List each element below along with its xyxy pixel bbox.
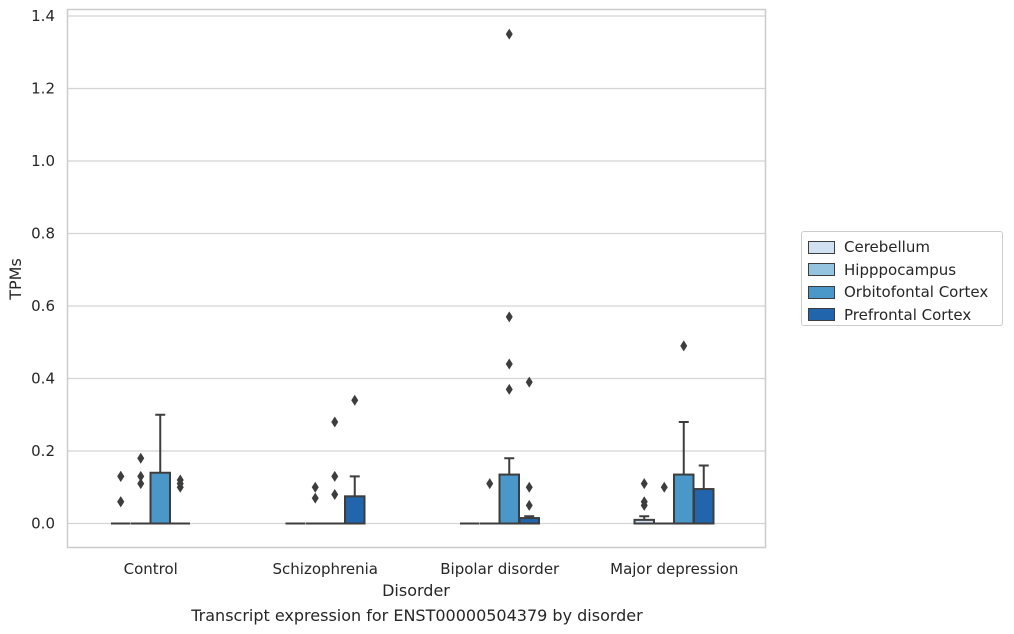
- x-axis-ticks: Control Schizophrenia Bipolar disorder Majo…: [124, 560, 739, 578]
- y-tick-label: 0.6: [31, 297, 55, 315]
- box-body: [344, 495, 366, 525]
- figure-caption: Transcript expression for ENST0000050437…: [191, 606, 643, 625]
- box-prefrontal-cortex: [170, 474, 190, 525]
- box-orbitofontal-cortex: [498, 28, 520, 525]
- outlier-point: [525, 376, 533, 388]
- chart-legend: Cerebellum Hipppocampus Orbitofontal Cor…: [801, 231, 1003, 326]
- outlier-point: [117, 496, 125, 508]
- y-tick-label: 0.8: [31, 225, 55, 243]
- x-tick-label: Bipolar disorder: [440, 560, 560, 578]
- outlier-point: [137, 478, 145, 490]
- outlier-point: [331, 489, 339, 500]
- x-axis-label: Disorder: [382, 581, 450, 600]
- box-body: [693, 488, 715, 525]
- x-tick-label: Major depression: [610, 560, 738, 578]
- outlier-point: [331, 470, 339, 482]
- box-prefrontal-cortex: [518, 376, 540, 525]
- y-tick-label: 0.0: [31, 515, 55, 533]
- legend-item: Cerebellum: [808, 236, 1002, 259]
- legend-label: Cerebellum: [844, 238, 930, 257]
- box-prefrontal-cortex: [693, 464, 715, 525]
- outlier-point: [680, 340, 688, 352]
- legend-swatch-hippocampus: [808, 263, 835, 277]
- box-hipppocampus: [131, 452, 151, 525]
- box-orbitofontal-cortex: [325, 416, 345, 525]
- legend-swatch-orbitofrontal: [808, 285, 835, 299]
- legend-label: Prefrontal Cortex: [844, 305, 972, 324]
- outlier-point: [311, 481, 319, 493]
- outlier-point: [525, 481, 533, 493]
- outlier-point: [505, 28, 513, 40]
- outlier-point: [176, 474, 184, 486]
- legend-label: Orbitofontal Cortex: [844, 283, 989, 302]
- y-tick-label: 1.0: [31, 152, 55, 170]
- box-hipppocampus: [654, 481, 674, 525]
- box-prefrontal-cortex: [344, 394, 366, 525]
- box-body: [149, 471, 171, 525]
- box-body: [498, 473, 520, 525]
- outlier-point: [486, 478, 494, 490]
- y-axis-label: TPMs: [6, 258, 25, 301]
- box-orbitofontal-cortex: [149, 413, 171, 525]
- x-tick-label: Control: [124, 560, 178, 578]
- outlier-point: [640, 496, 648, 508]
- outlier-point: [640, 478, 648, 490]
- outlier-point: [117, 470, 125, 482]
- y-tick-label: 1.2: [31, 80, 55, 98]
- box-orbitofontal-cortex: [673, 340, 695, 525]
- plot-area-frame: [66, 8, 767, 549]
- box-hipppocampus: [305, 481, 325, 525]
- outlier-point: [311, 492, 319, 504]
- outlier-point: [351, 394, 359, 406]
- outlier-point: [505, 383, 513, 395]
- box-cerebellum: [111, 470, 131, 525]
- legend-swatch-prefrontal: [808, 308, 835, 322]
- box-hipppocampus: [480, 478, 500, 525]
- legend-swatch-cerebellum: [808, 240, 835, 254]
- y-axis-ticks: 0.0 0.2 0.4 0.6 0.8 1.0 1.2 1.4: [31, 7, 55, 533]
- x-tick-label: Schizophrenia: [273, 560, 378, 578]
- outlier-point: [660, 481, 668, 493]
- outlier-point: [331, 416, 339, 428]
- outlier-point: [505, 311, 513, 323]
- box-plot-marks: [111, 28, 715, 525]
- legend-item: Prefrontal Cortex: [808, 304, 1002, 327]
- y-tick-label: 1.4: [31, 7, 55, 25]
- outlier-point: [137, 452, 145, 464]
- y-tick-label: 0.4: [31, 370, 55, 388]
- box-body: [673, 473, 695, 525]
- outlier-point: [525, 499, 533, 511]
- legend-item: Orbitofontal Cortex: [808, 281, 1002, 304]
- legend-label: Hipppocampus: [844, 260, 957, 279]
- grid-lines: [67, 15, 766, 525]
- legend-item: Hipppocampus: [808, 259, 1002, 282]
- y-tick-label: 0.2: [31, 442, 55, 460]
- outlier-point: [505, 358, 513, 370]
- outlier-point: [137, 470, 145, 482]
- box-cerebellum: [633, 478, 655, 525]
